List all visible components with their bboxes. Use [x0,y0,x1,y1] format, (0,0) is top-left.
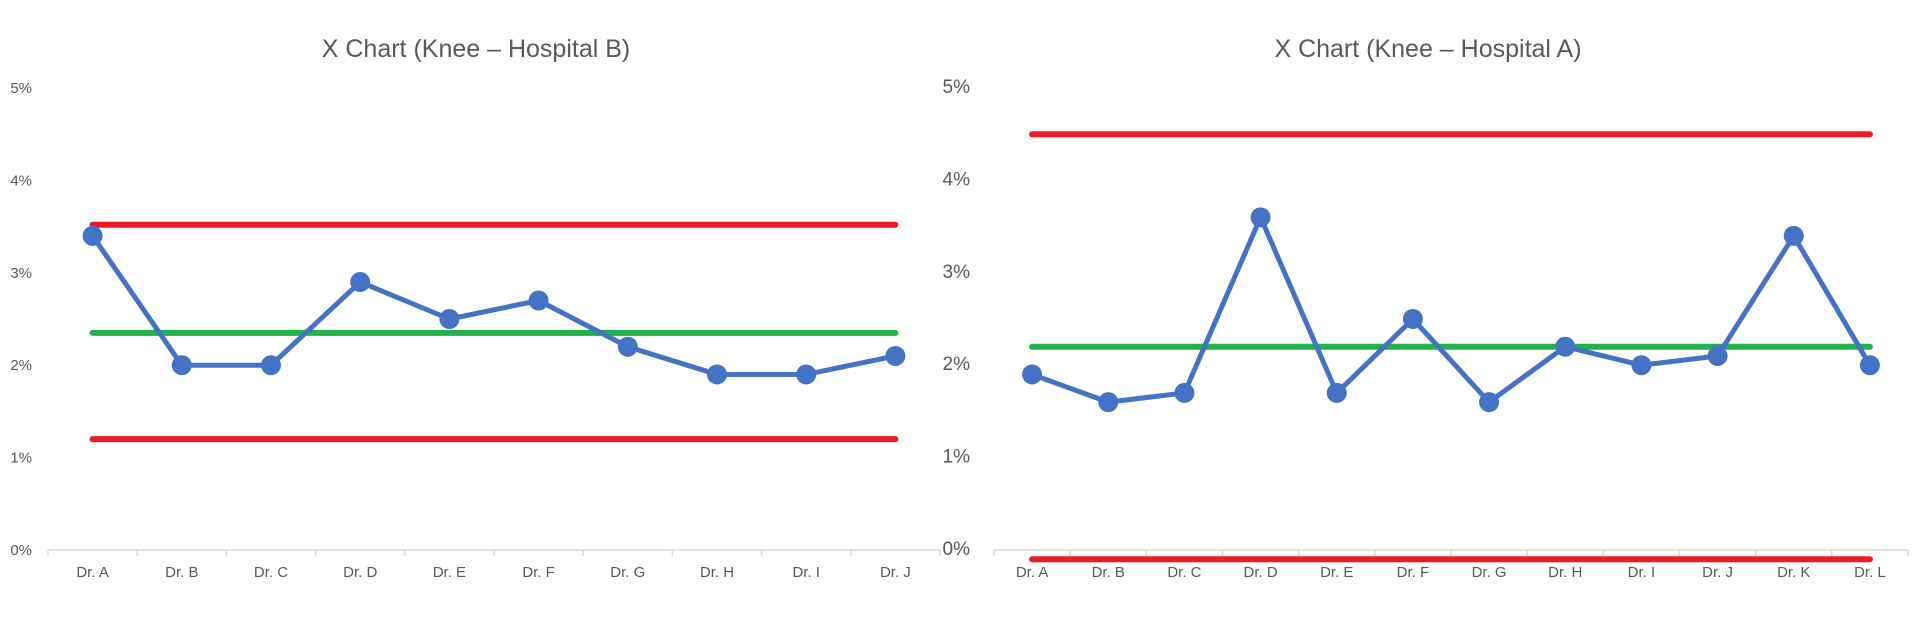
data-point [1631,355,1652,376]
x-tick-label: Dr. J [1702,564,1733,581]
x-tick-label: Dr. C [1167,564,1201,581]
y-tick-label: 2% [943,354,971,375]
data-point [885,345,906,366]
data-point [796,364,817,385]
y-tick-label: 0% [943,539,971,560]
x-tick-label: Dr. H [1548,564,1582,581]
data-point [1555,336,1576,357]
chart-hospital-b: X Chart (Knee – Hospital B) 0% 1% 2% 3% 4% 5%… [10,35,941,581]
y-tick-label: 1% [10,450,32,467]
data-point [528,290,549,311]
x-tick-label: Dr. A [1016,564,1049,581]
chart-title: X Chart (Knee – Hospital A) [1274,35,1581,63]
x-tick-label: Dr. E [433,564,466,581]
data-point [261,355,281,376]
y-tick-label: 3% [10,265,32,282]
y-tick-label: 1% [943,447,971,468]
x-tick-label: Dr. F [522,564,555,581]
x-tick-label: Dr. G [1472,564,1507,581]
data-point [439,309,460,329]
data-point [82,225,103,246]
y-tick-label: 2% [10,357,32,374]
x-tick-label: Dr. B [165,564,198,581]
data-point [1098,392,1119,413]
x-tick-label: Dr. E [1320,564,1353,581]
data-point [707,364,727,385]
chart-hospital-a: X Chart (Knee – Hospital A) 0% 1% 2% 3% 4% 5%… [943,35,1909,581]
data-point [1707,345,1728,366]
y-tick-label: 5% [943,77,971,98]
series-line [1029,214,1873,405]
data-point [1326,382,1347,403]
x-tick-label: Dr. H [700,564,734,581]
x-tick-label: Dr. J [880,564,911,581]
x-tick-label: Dr. A [76,564,109,581]
x-tick-label: Dr. I [1628,564,1656,581]
x-tick-label: Dr. C [254,564,288,581]
data-point [1783,225,1804,246]
data-point [171,355,192,376]
series-line [90,233,898,377]
x-tick-label: Dr. G [610,564,645,581]
data-point [1479,392,1500,413]
y-tick-label: 3% [943,262,971,283]
data-point [1174,382,1195,403]
data-point [617,336,638,357]
data-point [1250,207,1271,228]
y-tick-label: 5% [10,80,32,97]
data-point [350,272,371,293]
y-tick-label: 0% [10,542,32,559]
data-point [1859,355,1880,376]
y-tick-label: 4% [10,172,32,189]
x-tick-label: Dr. L [1854,564,1886,581]
data-point [1022,364,1043,385]
x-tick-label: Dr. B [1092,564,1125,581]
x-tick-label: Dr. D [343,564,377,581]
x-tick-label: Dr. F [1397,564,1430,581]
x-tick-label: Dr. D [1243,564,1277,581]
chart-title: X Chart (Knee – Hospital B) [322,35,630,63]
y-tick-label: 4% [943,169,971,190]
data-point [1402,309,1423,329]
x-tick-label: Dr. I [792,564,820,581]
x-tick-label: Dr. K [1777,564,1810,581]
